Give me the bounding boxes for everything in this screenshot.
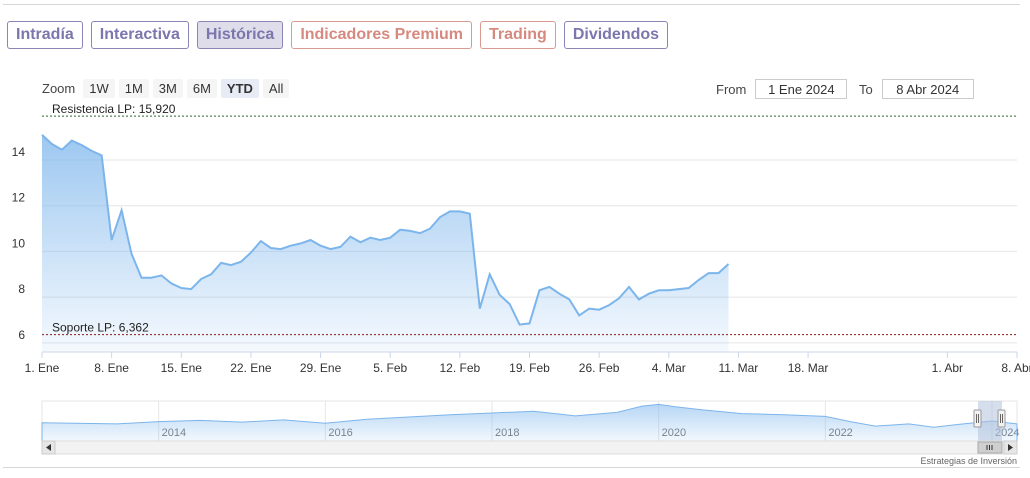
y-tick-label: 12 (12, 191, 26, 205)
x-tick-label: 26. Feb (579, 361, 620, 375)
navigator-right-handle[interactable] (997, 409, 1006, 428)
tab-interactiva[interactable]: Interactiva (90, 21, 189, 49)
support-resistance-layer: Resistencia LP: 15,920 Soporte LP: 6,362 (42, 102, 1017, 336)
x-tick-label: 1. Ene (25, 361, 60, 375)
x-tick-label: 22. Ene (230, 361, 272, 375)
resistance-label: Resistencia LP: 15,920 (52, 102, 176, 116)
x-tick-label: 19. Feb (509, 361, 550, 375)
x-axis: 1. Ene 8. Ene 15. Ene 22. Ene 29. Ene 5. Feb 1… (25, 351, 1030, 375)
x-tick-label: 8. Ene (94, 361, 129, 375)
x-tick-label: 18. Mar (788, 361, 829, 375)
scrollbar-track[interactable] (41, 440, 1018, 455)
zoom-1w-button[interactable]: 1W (83, 79, 115, 98)
zoom-ytd-button[interactable]: YTD (220, 79, 259, 98)
view-tabs: Intradía Interactiva Histórica Indicador… (7, 21, 669, 49)
x-tick-label: 8. Abr (1001, 361, 1030, 375)
from-date-input[interactable] (755, 79, 848, 99)
x-tick-label: 15. Ene (161, 361, 203, 375)
zoom-all-button[interactable]: All (262, 79, 290, 98)
y-tick-label: 14 (12, 145, 26, 159)
x-tick-label: 1. Abr (932, 361, 963, 375)
zoom-3m-button[interactable]: 3M (152, 79, 183, 98)
zoom-label: Zoom (42, 81, 76, 96)
zoom-1m-button[interactable]: 1M (118, 79, 149, 98)
navigator-left-handle[interactable] (973, 409, 982, 428)
x-tick-label: 12. Feb (440, 361, 481, 375)
from-label: From (716, 81, 747, 97)
tab-historica[interactable]: Histórica (196, 21, 284, 49)
x-tick-label: 5. Feb (373, 361, 407, 375)
x-tick-label: 29. Ene (300, 361, 342, 375)
chart-area-layer (41, 134, 730, 352)
credits-text: Estrategias de Inversión (920, 456, 1017, 466)
tab-dividendos[interactable]: Dividendos (563, 21, 669, 49)
range-to: To (859, 79, 974, 99)
y-tick-label: 8 (18, 282, 25, 296)
scroll-left-arrow-icon (46, 444, 51, 451)
zoom-6m-button[interactable]: 6M (186, 79, 217, 98)
navigator[interactable]: 201420162018202020222024 (41, 400, 1019, 442)
range-from: From (716, 79, 848, 99)
x-tick-label: 11. Mar (719, 361, 759, 375)
y-tick-label: 6 (18, 328, 25, 342)
support-label: Soporte LP: 6,362 (52, 321, 149, 335)
navigator-scrollbar[interactable] (41, 440, 1018, 455)
to-date-input[interactable] (881, 79, 974, 99)
to-label: To (859, 81, 873, 97)
tab-indicadores-premium[interactable]: Indicadores Premium (291, 21, 473, 49)
scroll-right-arrow-icon (1008, 444, 1013, 451)
y-tick-label: 10 (12, 236, 26, 250)
price-line (41, 134, 730, 326)
y-axis: 6 8 10 12 14 (12, 145, 26, 342)
tab-trading[interactable]: Trading (480, 21, 556, 49)
tab-intradia[interactable]: Intradía (7, 21, 83, 49)
price-area-fill (42, 134, 729, 352)
x-tick-label: 4. Mar (652, 361, 686, 375)
navigator-area (41, 403, 1018, 442)
zoom-selector: Zoom 1W 1M 3M 6M YTD All (42, 79, 290, 98)
